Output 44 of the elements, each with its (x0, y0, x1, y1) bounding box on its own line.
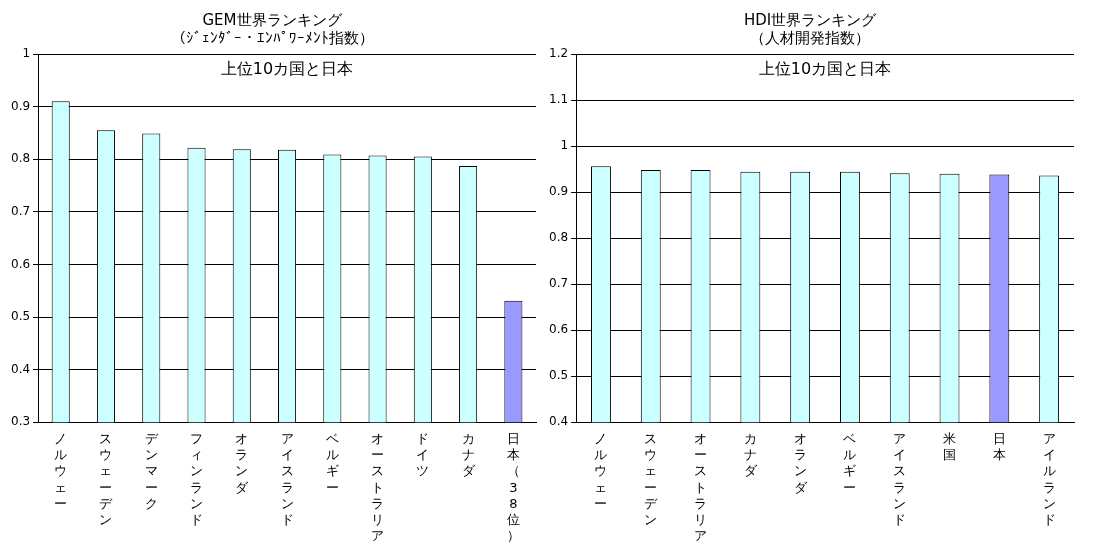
x-tick-label: ノルウェー (54, 430, 68, 511)
x-tick-label: ノルウェー (594, 430, 608, 511)
y-tick-label: 0.8 (10, 151, 31, 166)
x-tick-label: カナダ (743, 430, 758, 479)
y-tick-label: 0.9 (10, 98, 31, 113)
x-tick-label: カナダ (461, 430, 476, 479)
y-tick-label: 0.6 (10, 256, 31, 271)
x-tick-label: アイスランド (280, 430, 294, 527)
x-tick-label: オランダ (235, 430, 250, 495)
x-tick-label: スウェーデン (644, 430, 659, 527)
x-tick-label: ベルギー (843, 430, 857, 495)
x-tick-label: ドイツ (416, 430, 430, 479)
x-tick-label: アイルランド (1042, 430, 1056, 527)
y-tick-label: 0.7 (10, 203, 31, 218)
x-tick-label: オーストラリア (371, 430, 385, 544)
x-tick-label: ベルギー (325, 430, 339, 495)
y-tick-label: 1.2 (548, 46, 569, 61)
x-tick-label: 米国 (943, 430, 957, 462)
y-tick-label: 0.3 (10, 414, 31, 429)
y-tick-label: 0.8 (548, 230, 569, 245)
x-tick-label: フィンランド (190, 430, 204, 527)
y-tick-label: 0.5 (548, 368, 569, 383)
chart-title: HDI世界ランキング (743, 10, 878, 29)
y-tick-label: 0.7 (548, 276, 569, 291)
y-tick-label: 0.4 (548, 414, 569, 429)
y-tick-label: 0.6 (548, 322, 569, 337)
x-tick-label: スウェーデン (99, 430, 114, 527)
x-tick-label: デンマーク (144, 430, 159, 511)
chart-title: GEM世界ランキング (202, 10, 343, 29)
x-tick-label: 日本（38位） (506, 430, 520, 544)
chart-subtitle: （人材開発指数） (750, 28, 870, 47)
x-tick-label: 日本 (992, 430, 1006, 462)
y-tick-label: 0.9 (548, 184, 569, 199)
y-tick-label: 1.1 (548, 92, 569, 107)
y-tick-label: 1 (560, 138, 569, 153)
annotation: 上位10カ国と日本 (758, 59, 892, 79)
y-tick-label: 1 (22, 46, 31, 61)
x-tick-label: アイスランド (893, 430, 907, 527)
chart-subtitle: （ｼﾞｪﾝﾀﾞｰ・ｴﾝﾊﾟﾜｰﾒﾝﾄ指数） (170, 28, 374, 47)
annotation: 上位10カ国と日本 (220, 59, 354, 79)
x-tick-label: オーストラリア (694, 430, 708, 544)
x-tick-label: オランダ (793, 430, 808, 495)
y-tick-label: 0.4 (10, 361, 31, 376)
y-tick-label: 0.5 (10, 309, 31, 324)
